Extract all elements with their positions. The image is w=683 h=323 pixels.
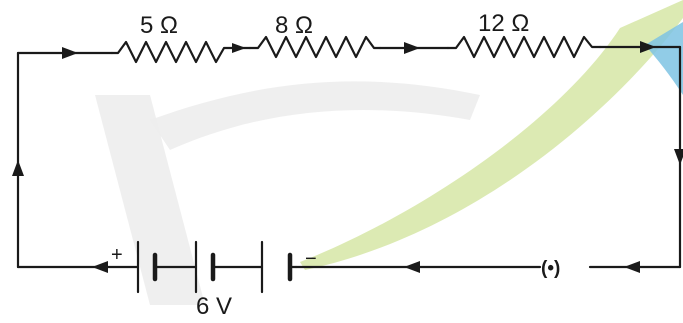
arrow-r2-r3-right <box>404 42 420 54</box>
resistor-3-label: 12 Ω <box>478 10 529 37</box>
arrow-top-right-right <box>640 41 656 53</box>
key-switch: (•) <box>541 258 560 279</box>
arrow-r1-r2-right <box>232 43 246 53</box>
arrow-left-up <box>12 160 24 176</box>
arrow-right-down <box>674 149 683 165</box>
current-arrows <box>12 41 683 273</box>
resistors <box>110 35 602 64</box>
battery-positive-label: + <box>111 244 123 266</box>
battery-voltage-label: 6 V <box>196 293 232 320</box>
resistor-12-ohm <box>446 35 602 59</box>
watermark-logo <box>95 0 683 305</box>
resistor-5-ohm <box>110 40 234 64</box>
battery-negative-label: − <box>305 248 317 270</box>
arrow-top-left-right <box>62 47 78 59</box>
resistor-8-ohm <box>248 35 382 59</box>
battery <box>136 240 298 294</box>
arrow-bottom-right-left <box>624 261 640 273</box>
arrow-bottom-left-left <box>92 261 108 273</box>
resistor-2-label: 8 Ω <box>275 12 313 39</box>
resistor-1-label: 5 Ω <box>140 12 178 39</box>
arrow-bottom-middle-left <box>404 261 420 273</box>
